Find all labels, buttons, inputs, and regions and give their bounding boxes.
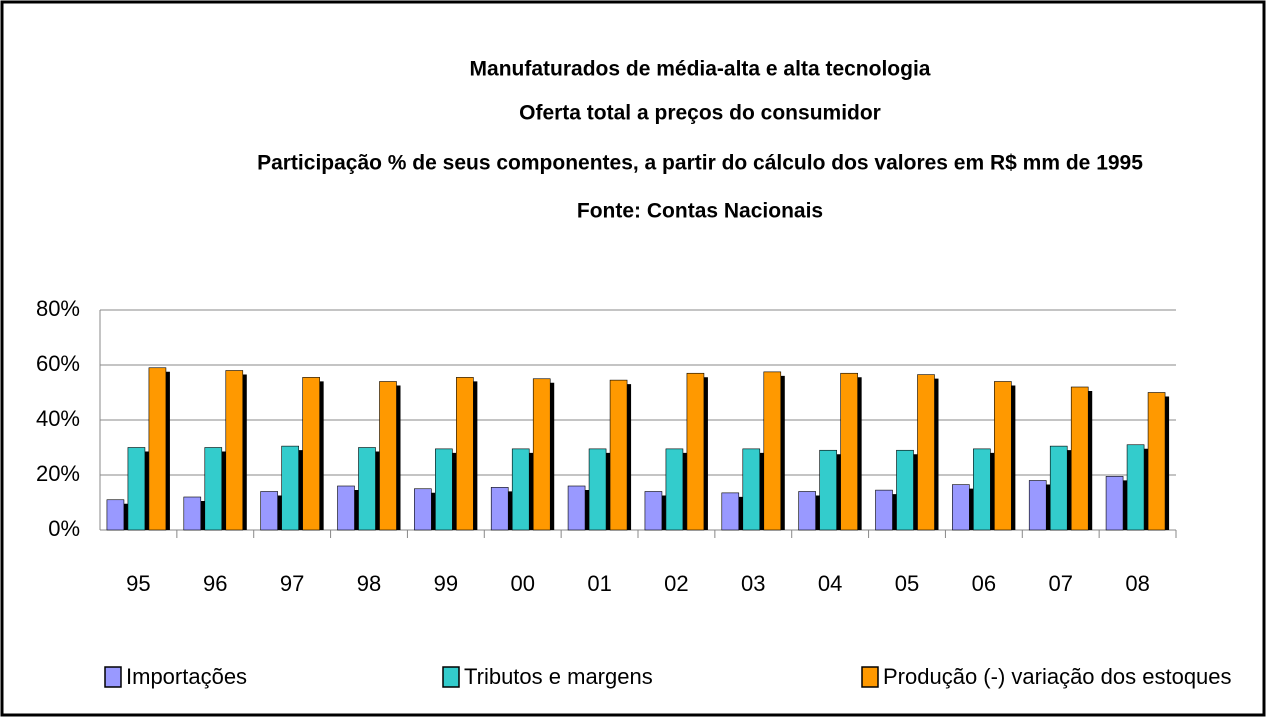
bar (1070, 386, 1089, 531)
bar (609, 379, 628, 531)
bar (798, 491, 816, 531)
bar (875, 489, 893, 531)
bar (665, 448, 684, 531)
x-tick-label: 98 (357, 571, 381, 596)
bar (532, 378, 551, 531)
bar (588, 448, 607, 531)
legend-swatch (861, 666, 879, 688)
bar (721, 492, 740, 531)
bar (379, 381, 397, 531)
x-tick-label: 00 (510, 571, 534, 596)
y-tick-label: 80% (36, 296, 80, 321)
bar (511, 448, 530, 531)
bar (148, 367, 167, 531)
bar (917, 374, 935, 531)
bar (302, 377, 320, 531)
bar (435, 448, 453, 531)
bar (1126, 444, 1145, 531)
bar (819, 449, 837, 531)
y-tick-label: 20% (36, 461, 80, 486)
bar (183, 496, 202, 531)
x-tick-label: 05 (895, 571, 919, 596)
x-tick-label: 01 (587, 571, 611, 596)
bar (973, 448, 991, 531)
legend-swatch (442, 666, 460, 688)
bar (840, 372, 858, 531)
chart-subtitle: Participação % de seus componentes, a pa… (257, 152, 1143, 175)
x-tick-label: 03 (741, 571, 765, 596)
bar (281, 445, 299, 531)
y-tick-label: 60% (36, 351, 80, 376)
bar (686, 372, 705, 531)
bar (994, 381, 1012, 531)
legend-label: Produção (-) variação dos estoques (883, 664, 1232, 689)
bar (763, 371, 782, 531)
bar (742, 448, 761, 531)
x-tick-label: 99 (434, 571, 458, 596)
x-tick-label: 08 (1125, 571, 1149, 596)
bar (260, 491, 278, 531)
chart-title: Manufaturados de média-alta e alta tecno… (470, 58, 931, 81)
legend-label: Importações (126, 664, 247, 689)
x-tick-label: 96 (203, 571, 227, 596)
bar (337, 485, 355, 531)
bar (1147, 392, 1166, 531)
bar (490, 487, 509, 531)
chart-subtitle: Fonte: Contas Nacionais (577, 200, 823, 223)
x-tick-label: 07 (1048, 571, 1072, 596)
y-tick-label: 40% (36, 406, 80, 431)
bar (358, 447, 376, 531)
bar (225, 370, 244, 531)
chart-subtitle: Oferta total a preços do consumidor (519, 102, 881, 125)
bar (106, 499, 125, 531)
x-tick-label: 06 (972, 571, 996, 596)
legend-swatch (104, 666, 122, 688)
x-tick-label: 04 (818, 571, 842, 596)
y-tick-label: 0% (48, 516, 80, 541)
x-tick-label: 95 (126, 571, 150, 596)
x-tick-label: 97 (280, 571, 304, 596)
bar (1028, 480, 1047, 531)
bar (1105, 476, 1124, 531)
bar (896, 449, 914, 531)
bar (204, 447, 223, 531)
x-tick-label: 02 (664, 571, 688, 596)
bar (414, 488, 432, 531)
bar (567, 485, 586, 531)
legend-label: Tributos e margens (464, 664, 653, 689)
bar (952, 484, 970, 531)
bar (456, 377, 474, 531)
bar (127, 447, 146, 531)
bar (644, 491, 663, 531)
bar (1049, 445, 1068, 531)
